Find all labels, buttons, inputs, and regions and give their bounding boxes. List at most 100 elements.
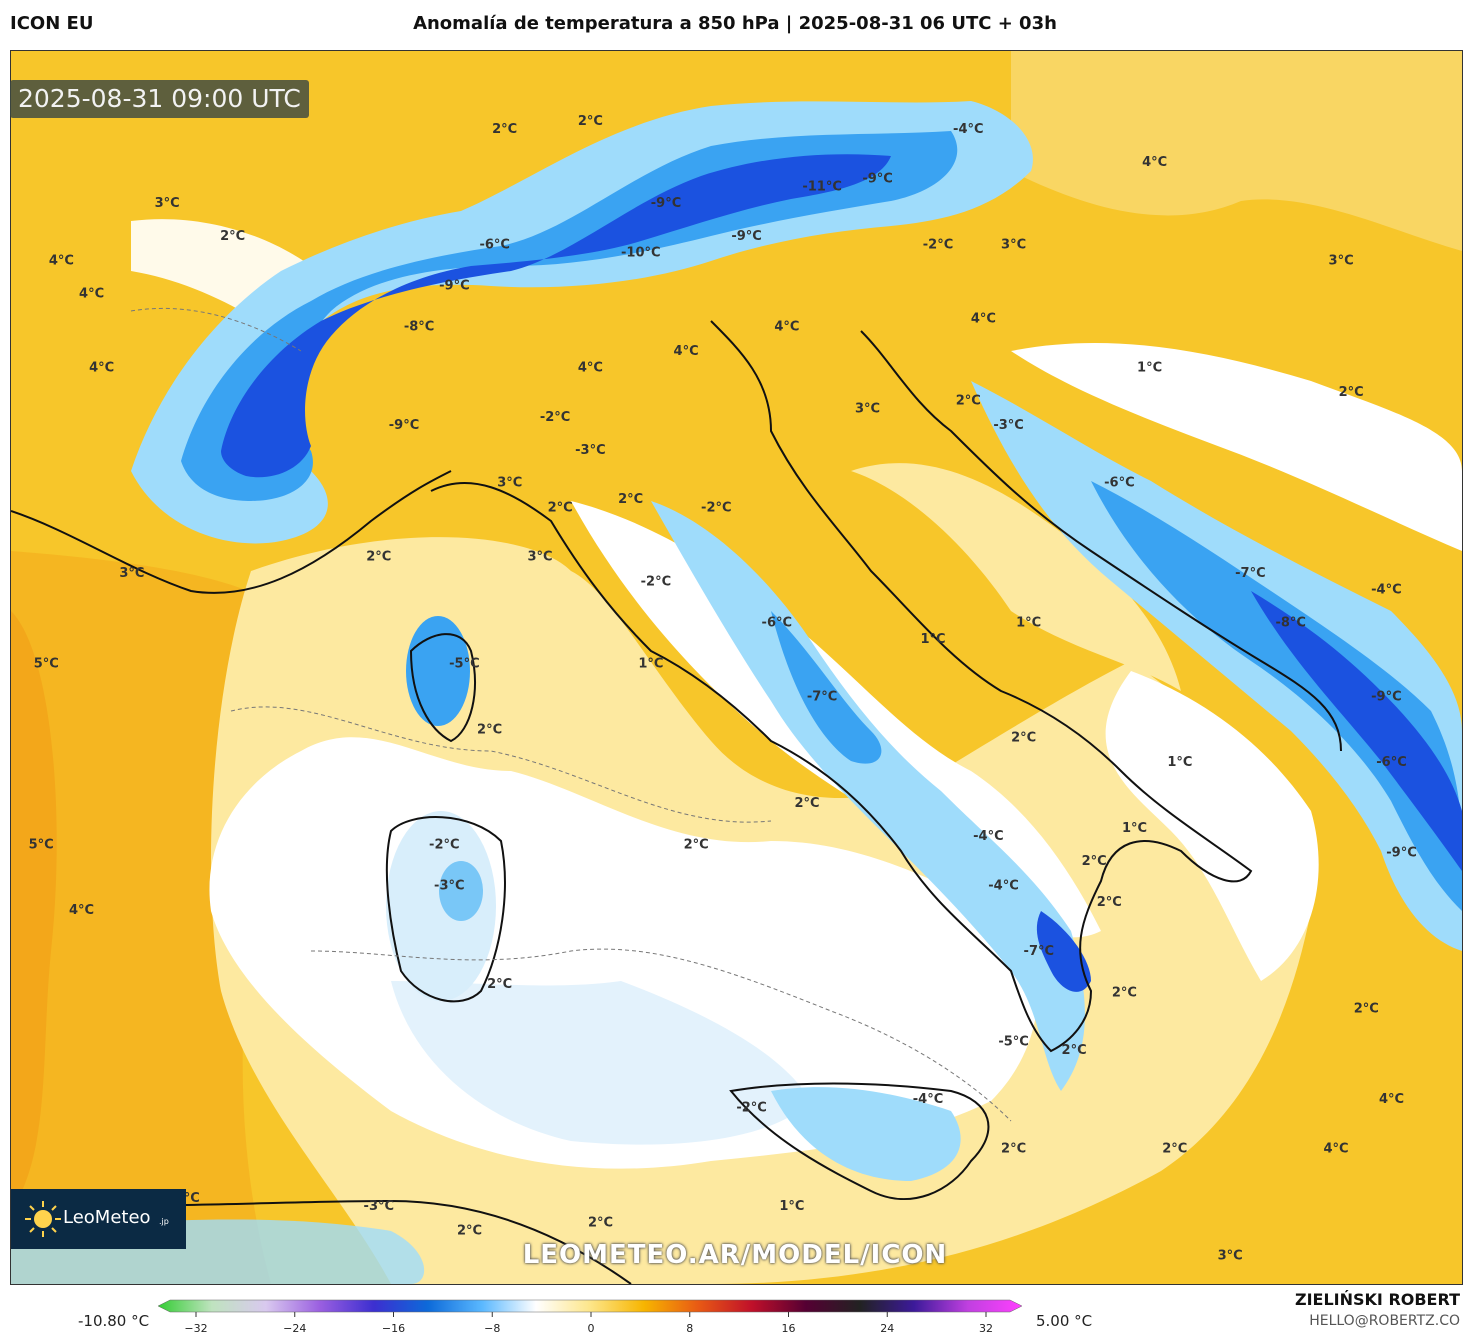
temperature-label: 2°C bbox=[1097, 895, 1122, 910]
model-name: ICON EU bbox=[10, 13, 94, 34]
temperature-label: 2°C bbox=[1082, 854, 1107, 869]
temperature-label: 3°C bbox=[1001, 237, 1026, 252]
temperature-label: -4°C bbox=[953, 122, 983, 137]
temperature-label: -8°C bbox=[404, 320, 434, 335]
temperature-label: -6°C bbox=[1104, 476, 1134, 491]
legend-max-value: 5.00 °C bbox=[1036, 1312, 1093, 1330]
temperature-label: -3°C bbox=[364, 1199, 394, 1214]
leometeo-logo[interactable]: LeoMeteo .jp bbox=[11, 1189, 186, 1249]
temperature-label: 1°C bbox=[638, 657, 663, 672]
temperature-label: 3°C bbox=[1329, 254, 1354, 269]
temperature-label: 3°C bbox=[497, 476, 522, 491]
temperature-label: -2°C bbox=[701, 500, 731, 515]
temperature-label: 2°C bbox=[1112, 985, 1137, 1000]
temperature-label: -7°C bbox=[1235, 566, 1265, 581]
logo-text: LeoMeteo bbox=[63, 1207, 151, 1228]
temperature-label: -6°C bbox=[479, 237, 509, 252]
temperature-label: -7°C bbox=[807, 689, 837, 704]
cold-zone-alps-mid bbox=[181, 131, 958, 501]
temperature-label: 4°C bbox=[774, 320, 799, 335]
light-blue-zone-sea bbox=[391, 981, 811, 1145]
temperature-label: 3°C bbox=[1218, 1248, 1243, 1263]
temperature-label: -9°C bbox=[1386, 846, 1416, 861]
temperature-label: 1°C bbox=[1122, 821, 1147, 836]
colorbar-tick-label: −8 bbox=[484, 1322, 500, 1335]
author-name: ZIELIŃSKI ROBERT bbox=[1294, 1290, 1460, 1309]
temperature-label: 2°C bbox=[1011, 731, 1036, 746]
temperature-label: 4°C bbox=[89, 361, 114, 376]
temperature-label: -3°C bbox=[575, 443, 605, 458]
temperature-anomaly-map: 2°C 2°C 3°C -4°C 4°C -11°C -9°C -9°C 2°C -6°C -10°… bbox=[11, 51, 1462, 1284]
temperature-label: 2°C bbox=[684, 837, 709, 852]
temperature-label: -2°C bbox=[641, 574, 671, 589]
temperature-label: 2°C bbox=[578, 114, 603, 129]
temperature-label: 4°C bbox=[971, 311, 996, 326]
temperature-label: 2°C bbox=[1001, 1142, 1026, 1157]
watermark-url: LEOMETEO.AR/MODEL/ICON bbox=[522, 1240, 948, 1270]
temperature-label: -5°C bbox=[998, 1035, 1028, 1050]
temperature-label: 2°C bbox=[618, 492, 643, 507]
cold-zone-alps-core bbox=[221, 154, 891, 478]
isotherm-line bbox=[310, 948, 1012, 1122]
temperature-label: 1°C bbox=[779, 1199, 804, 1214]
temperature-label: 2°C bbox=[548, 500, 573, 515]
temperature-label: -9°C bbox=[862, 172, 892, 187]
cold-spot-calabria bbox=[1036, 911, 1091, 992]
legend-min-value: -10.80 °C bbox=[78, 1312, 150, 1330]
warmest-west-zone bbox=[11, 611, 57, 1211]
temperature-label: -9°C bbox=[439, 278, 469, 293]
colorbar-tick-label: 8 bbox=[686, 1322, 693, 1335]
temperature-label: -6°C bbox=[762, 615, 792, 630]
temperature-label: 2°C bbox=[220, 229, 245, 244]
temperature-label: -2°C bbox=[429, 837, 459, 852]
colorbar-tick-label: 16 bbox=[782, 1322, 796, 1335]
temperature-label: -2°C bbox=[540, 410, 570, 425]
cold-zone-apennines-core bbox=[771, 611, 882, 764]
cold-zone-corsica bbox=[406, 616, 470, 726]
temperature-label: 4°C bbox=[69, 903, 94, 918]
header: ICON EU Anomalía de temperatura a 850 hP… bbox=[0, 0, 1470, 50]
temperature-label: -7°C bbox=[1024, 944, 1054, 959]
logo-suffix: .jp bbox=[159, 1217, 169, 1226]
cold-spot-sardinia bbox=[439, 861, 483, 921]
map-title: Anomalía de temperatura a 850 hPa | 2025… bbox=[413, 13, 1057, 34]
temperature-label: 2°C bbox=[1354, 1002, 1379, 1017]
author-email[interactable]: HELLO@ROBERTZ.CO bbox=[1309, 1313, 1460, 1329]
temperature-label: 2°C bbox=[588, 1216, 613, 1231]
corsica-coastline bbox=[409, 633, 476, 743]
temperature-label: 3°C bbox=[527, 550, 552, 565]
temperature-label: 1°C bbox=[1167, 755, 1192, 770]
temperature-label: 2°C bbox=[492, 122, 517, 137]
temperature-label: 3°C bbox=[155, 196, 180, 211]
temperature-label: -9°C bbox=[1371, 689, 1401, 704]
temperature-label: 5°C bbox=[34, 657, 59, 672]
temperature-label: -3°C bbox=[993, 418, 1023, 433]
temperature-label: -4°C bbox=[913, 1092, 943, 1107]
temperature-label: 4°C bbox=[1379, 1092, 1404, 1107]
temperature-label: 2°C bbox=[477, 722, 502, 737]
temperature-label: 2°C bbox=[457, 1224, 482, 1239]
temperature-label: -10°C bbox=[621, 246, 661, 261]
italy-coastline bbox=[430, 320, 1253, 1053]
temperature-label: 4°C bbox=[578, 361, 603, 376]
temperature-label: 3°C bbox=[119, 566, 144, 581]
temperature-label: 4°C bbox=[1142, 155, 1167, 170]
temperature-label: -5°C bbox=[449, 657, 479, 672]
isotherm-line bbox=[130, 307, 302, 352]
map-panel[interactable]: 2°C 2°C 3°C -4°C 4°C -11°C -9°C -9°C 2°C -6°C -10°… bbox=[10, 50, 1463, 1285]
cold-zone-sicily bbox=[771, 1087, 961, 1181]
temperature-label: 5°C bbox=[29, 837, 54, 852]
colorbar-gradient bbox=[157, 1299, 1023, 1313]
temperature-label-layer: 2°C 2°C 3°C -4°C 4°C -11°C -9°C -9°C 2°C -6°C -10°… bbox=[29, 114, 1417, 1263]
temperature-label: -9°C bbox=[389, 418, 419, 433]
temperature-label: 2°C bbox=[956, 394, 981, 409]
temperature-label: 2°C bbox=[1339, 385, 1364, 400]
temperature-label: -4°C bbox=[973, 829, 1003, 844]
temperature-label: 4°C bbox=[1323, 1142, 1348, 1157]
colorbar-tick-label: 0 bbox=[588, 1322, 595, 1335]
temperature-label: -4°C bbox=[1371, 583, 1401, 598]
neutral-zone-balkans-north bbox=[1011, 342, 1462, 551]
temperature-label: -4°C bbox=[988, 878, 1018, 893]
cold-zone-balkans-core bbox=[1251, 591, 1462, 871]
cold-zone-balkans-outer bbox=[971, 381, 1462, 951]
